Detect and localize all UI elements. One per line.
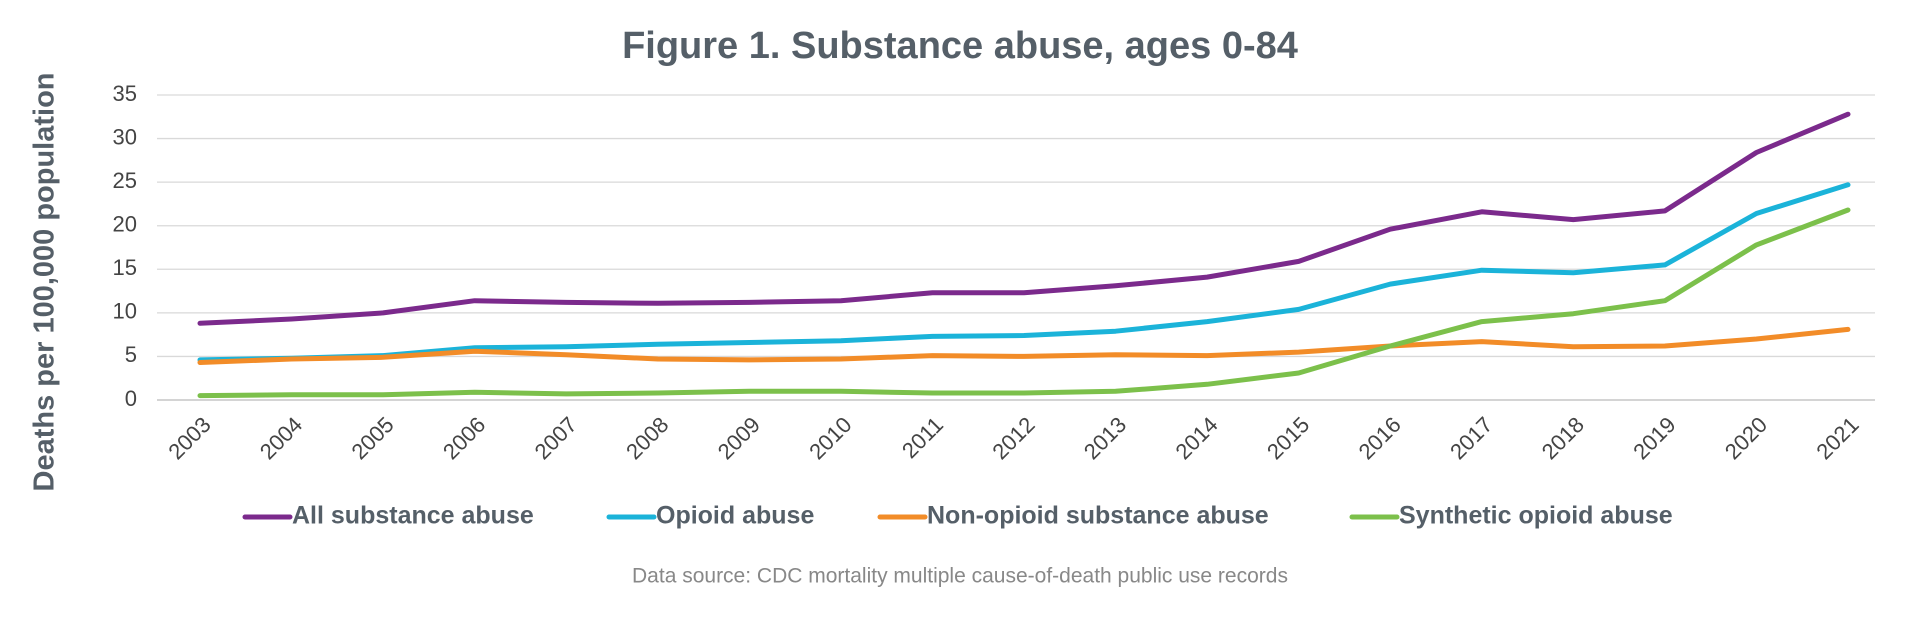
x-tick-label: 2014: [1170, 412, 1222, 464]
x-tick-label: 2009: [713, 412, 765, 464]
x-tick-label: 2020: [1720, 412, 1772, 464]
y-tick-label: 15: [113, 255, 137, 280]
series-line: [197, 326, 1851, 365]
y-axis-label: Deaths per 100,000 population: [29, 72, 61, 491]
x-tick-label: 2017: [1445, 412, 1497, 464]
y-tick-label: 0: [125, 386, 137, 411]
x-tick-label: 2010: [804, 412, 856, 464]
x-tick-label: 2005: [346, 412, 398, 464]
y-tick-label: 30: [113, 124, 137, 149]
legend-label: Synthetic opioid abuse: [1399, 502, 1673, 530]
y-tick-label: 20: [113, 212, 137, 237]
series-line: [197, 111, 1851, 326]
x-tick-label: 2007: [530, 412, 582, 464]
x-tick-label: 2019: [1628, 412, 1680, 464]
y-tick-label: 5: [125, 342, 137, 367]
x-tick-label: 2012: [987, 412, 1039, 464]
x-tick-label: 2021: [1811, 412, 1863, 464]
y-tick-label: 10: [113, 299, 137, 324]
legend-label: Opioid abuse: [656, 502, 814, 530]
x-tick-label: 2016: [1354, 412, 1406, 464]
x-tick-label: 2004: [255, 412, 307, 464]
x-tick-label: 2008: [621, 412, 673, 464]
legend-label: Non-opioid substance abuse: [927, 502, 1269, 530]
x-tick-label: 2011: [897, 412, 948, 463]
series-line: [197, 182, 1851, 363]
series-line: [197, 207, 1851, 399]
source-note: Data source: CDC mortality multiple caus…: [632, 565, 1288, 588]
y-tick-label: 25: [113, 168, 137, 193]
x-tick-label: 2018: [1537, 412, 1589, 464]
x-tick-label: 2015: [1262, 412, 1314, 464]
x-tick-label: 2013: [1079, 412, 1131, 464]
x-tick-label: 2006: [438, 412, 490, 464]
y-tick-label: 35: [113, 81, 137, 106]
chart-title: Figure 1. Substance abuse, ages 0-84: [622, 25, 1298, 67]
x-tick-label: 2003: [163, 412, 215, 464]
legend-label: All substance abuse: [292, 502, 534, 530]
